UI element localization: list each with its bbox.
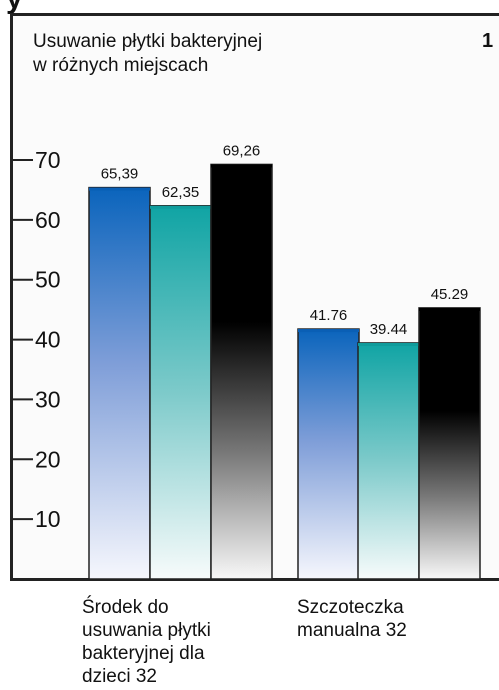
data-label: 45.29 — [431, 286, 469, 303]
y-tick-label: 70 — [35, 147, 61, 173]
data-label: 69,26 — [223, 142, 261, 159]
category-label: Szczoteczka manualna 32 — [297, 597, 407, 641]
bar-1-2 — [149, 205, 212, 580]
bar-top-accent — [419, 307, 480, 311]
clipped-top-text: y — [6, 0, 23, 15]
y-tick-label: 20 — [35, 446, 61, 472]
bar-top-accent — [89, 187, 150, 191]
y-tick-label: 30 — [35, 386, 61, 412]
y-tick-label: 50 — [35, 267, 61, 293]
corner-label: 1 — [482, 30, 493, 52]
bars-group: 65,39 62,35 69,26 41.76 39.44 45.29 — [88, 142, 481, 580]
data-label: 65,39 — [101, 166, 139, 183]
bar-2-1 — [297, 328, 360, 580]
x-axis-labels: Środek do usuwania płytki bakteryjnej dla d… — [82, 596, 407, 687]
data-label: 41.76 — [310, 307, 348, 324]
bar-2-2 — [357, 342, 420, 580]
bar-2-3 — [418, 307, 481, 580]
y-tick-label: 40 — [35, 327, 61, 353]
bar-1-1 — [88, 186, 151, 580]
bar-1-3 — [210, 163, 273, 580]
y-axis: 10 20 30 40 50 60 70 — [11, 147, 61, 532]
category-label: Środek do usuwania płytki bakteryjnej dla d… — [82, 596, 211, 687]
bar-top-accent — [211, 164, 272, 168]
data-label: 62,35 — [162, 184, 200, 201]
data-label: 39.44 — [370, 321, 408, 338]
bar-top-accent — [150, 205, 211, 209]
y-tick-label: 60 — [35, 207, 61, 233]
bar-top-accent — [298, 329, 359, 333]
chart-title: Usuwanie płytki bakteryjnej w różnych mie… — [32, 31, 262, 76]
y-tick-label: 10 — [35, 506, 61, 532]
bar-top-accent — [358, 342, 419, 346]
